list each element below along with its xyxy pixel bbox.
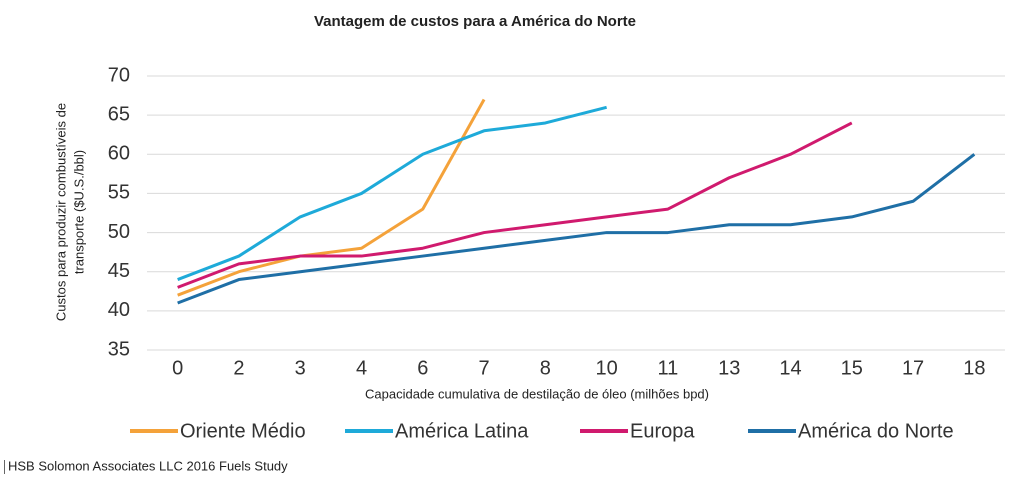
y-tick-label: 40 <box>108 299 130 321</box>
y-tick-label: 70 <box>108 64 130 86</box>
x-tick-label: 7 <box>479 357 490 379</box>
y-tick-label: 35 <box>108 338 130 360</box>
x-tick-label: 17 <box>902 357 924 379</box>
x-tick-label: 11 <box>658 357 679 379</box>
y-tick-label: 65 <box>108 103 130 125</box>
y-tick-label: 50 <box>108 221 130 243</box>
x-tick-label: 4 <box>356 357 367 379</box>
series-line <box>177 153 976 305</box>
y-tick-label: 55 <box>108 182 130 204</box>
y-tick-label: 45 <box>108 260 130 282</box>
series-line <box>177 98 486 297</box>
legend-label: América Latina <box>395 420 529 442</box>
x-tick-label: 0 <box>172 357 183 379</box>
x-tick-label: 10 <box>596 357 618 379</box>
x-tick-label: 8 <box>540 357 551 379</box>
x-tick-label: 2 <box>233 357 244 379</box>
chart-title: Vantagem de custos para a América do Nor… <box>314 13 636 30</box>
x-tick-label: 18 <box>963 357 985 379</box>
source: HSB Solomon Associates LLC 2016 Fuels St… <box>8 458 288 473</box>
series-line <box>177 121 853 289</box>
source-bar <box>4 460 5 474</box>
y-axis-label: Custos para produzir combustíveis de <box>53 103 68 321</box>
x-tick-label: 14 <box>779 357 801 379</box>
y-tick-label: 60 <box>108 143 130 165</box>
y-axis-label: transporte ($U.S./bbl) <box>71 150 86 274</box>
x-tick-label: 3 <box>295 357 306 379</box>
x-tick-label: 13 <box>718 357 740 379</box>
legend-label: América do Norte <box>798 420 954 442</box>
x-axis-label: Capacidade cumulativa de destilação de ó… <box>365 386 709 401</box>
legend-label: Europa <box>630 420 695 442</box>
x-tick-label: 6 <box>417 357 428 379</box>
series-line <box>177 105 608 281</box>
legend-label: Oriente Médio <box>180 420 306 442</box>
x-tick-label: 15 <box>841 357 863 379</box>
